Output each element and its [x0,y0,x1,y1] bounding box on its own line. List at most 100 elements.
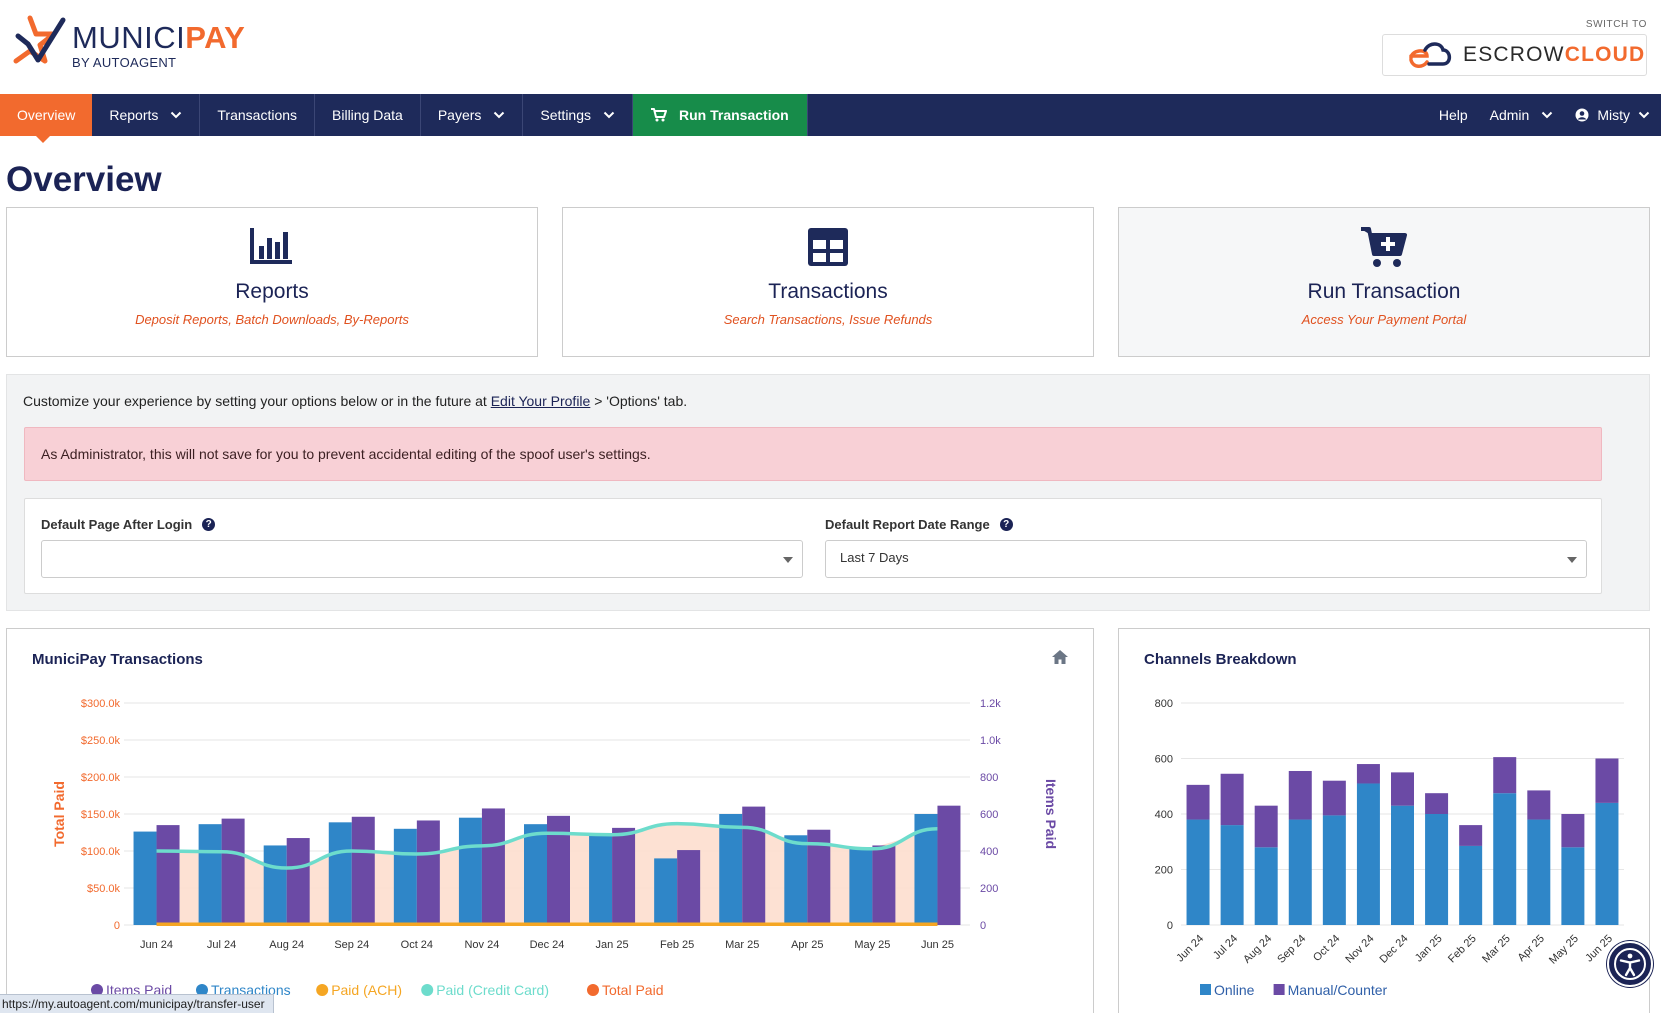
default-page-label: Default Page After Login [41,517,193,532]
y-right-tick-label: 0 [980,920,986,932]
x-tick-label: Nov 24 [464,939,499,951]
manual-counter-bar [1356,764,1380,784]
y-left-tick-label: $50.0k [87,883,121,895]
transactions-bar [914,814,938,925]
x-tick-label: Jun 25 [921,939,954,951]
caret-down-icon [783,557,793,563]
chevron-down-icon [171,111,182,119]
edit-profile-link[interactable]: Edit Your Profile [490,393,591,409]
reports-card[interactable]: Reports Deposit Reports, Batch Downloads… [6,207,538,357]
manual-counter-bar [1220,773,1244,826]
y-left-tick-label: $150.0k [81,809,121,821]
items-paid-bar [156,825,180,925]
nav-run-transaction-button[interactable]: Run Transaction [633,94,808,136]
chevron-down-icon [1638,111,1650,119]
items-paid-bar [937,805,961,925]
x-tick-label: Dec 24 [1377,933,1410,966]
cart-plus-icon [1361,227,1407,267]
manual-counter-bar [1527,790,1551,820]
y-left-tick-label: $100.0k [81,846,121,858]
nav-billing-data-label: Billing Data [332,107,403,123]
x-tick-label: May 25 [854,939,890,951]
y-right-tick-label: 200 [980,883,998,895]
reports-card-title: Reports [235,280,309,303]
items-paid-bar [351,816,375,925]
online-bar [1254,847,1278,925]
nav-settings-label: Settings [540,107,592,123]
nav-billing-data[interactable]: Billing Data [315,94,421,136]
legend-label: Online [1214,982,1255,998]
online-bar [1425,814,1449,925]
x-tick-label: Feb 25 [660,939,694,951]
x-tick-label: Mar 25 [725,939,759,951]
nav-reports-label: Reports [109,107,159,123]
items-paid-bar [612,827,636,925]
brand-name-part1: MUNICI [72,20,186,55]
brand-name-part2: PAY [185,20,246,55]
nav-user-menu[interactable]: Misty [1564,94,1661,136]
x-tick-label: Dec 24 [530,939,565,951]
nav-help[interactable]: Help [1428,94,1479,136]
header: MUNICIPAY BY AUTOAGENT SWITCH TO ESCROWC… [0,0,1661,94]
switch-to-label: SWITCH TO [1585,19,1647,30]
manual-counter-bar [1186,784,1210,820]
transactions-card-subtitle: Search Transactions, Issue Refunds [723,312,933,327]
y-left-tick-label: $250.0k [81,735,121,747]
date-range-select[interactable]: Last 7 Days [825,540,1587,578]
x-tick-label: Jul 24 [1211,933,1240,962]
date-range-label-wrap: Default Report Date Range ? [825,517,1013,532]
y-right-tick-label: 600 [980,809,998,821]
home-icon[interactable] [1051,649,1069,665]
options-intro-before: Customize your experience by setting you… [23,393,491,409]
online-bar [1493,793,1517,925]
y-left-tick-label: 0 [114,920,120,932]
run-transaction-card-title: Run Transaction [1307,280,1461,303]
items-paid-bar [807,829,831,925]
legend-marker [587,984,599,996]
run-transaction-card[interactable]: Run Transaction Access Your Payment Port… [1118,207,1650,357]
accessibility-button[interactable] [1607,941,1653,987]
bar-chart-icon [250,228,292,264]
nav-overview[interactable]: Overview [0,94,93,143]
preferences-form: Default Page After Login ? Default Repor… [24,498,1602,594]
nav-admin-label: Admin [1489,107,1530,123]
items-paid-bar [872,845,896,925]
transactions-bar [589,835,613,925]
page-title: Overview [6,160,162,199]
municipay-logo[interactable]: MUNICIPAY BY AUTOAGENT [8,14,245,70]
legend-marker [1273,984,1285,995]
legend-marker [421,984,434,996]
help-question-icon[interactable]: ? [999,518,1013,531]
transactions-card[interactable]: Transactions Search Transactions, Issue … [562,207,1094,357]
legend-marker [1200,984,1211,995]
online-bar [1322,815,1346,925]
nav-admin[interactable]: Admin [1479,94,1565,136]
x-tick-label: Jan 25 [596,939,629,951]
nav-transactions[interactable]: Transactions [200,94,316,136]
date-range-label: Default Report Date Range [825,517,990,532]
y-tick-label: 600 [1155,754,1173,766]
transactions-bar [263,845,287,925]
run-transaction-card-subtitle: Access Your Payment Portal [1301,312,1467,327]
online-bar [1220,825,1244,925]
nav-help-label: Help [1438,107,1468,123]
y-right-tick-label: 800 [980,772,998,784]
transactions-bar [133,831,157,925]
escrowcloud-switch-button[interactable]: ESCROWCLOUD [1382,34,1647,76]
transactions-bar [654,858,678,925]
online-bar [1186,819,1210,925]
star-logo-icon [13,15,66,64]
items-paid-bar [481,808,505,925]
y-right-tick-label: 1.2k [980,698,1001,710]
nav-reports[interactable]: Reports [92,94,201,136]
help-question-icon[interactable]: ? [202,518,216,531]
x-tick-label: Aug 24 [1241,933,1274,966]
y-right-axis-title: Items Paid [1043,779,1059,849]
cart-icon [651,108,668,122]
online-bar [1595,802,1619,925]
nav-payers[interactable]: Payers [421,94,524,136]
nav-settings[interactable]: Settings [523,94,634,136]
x-tick-label: Jun 24 [140,939,173,951]
default-page-select[interactable] [41,540,803,578]
y-left-tick-label: $200.0k [81,772,121,784]
